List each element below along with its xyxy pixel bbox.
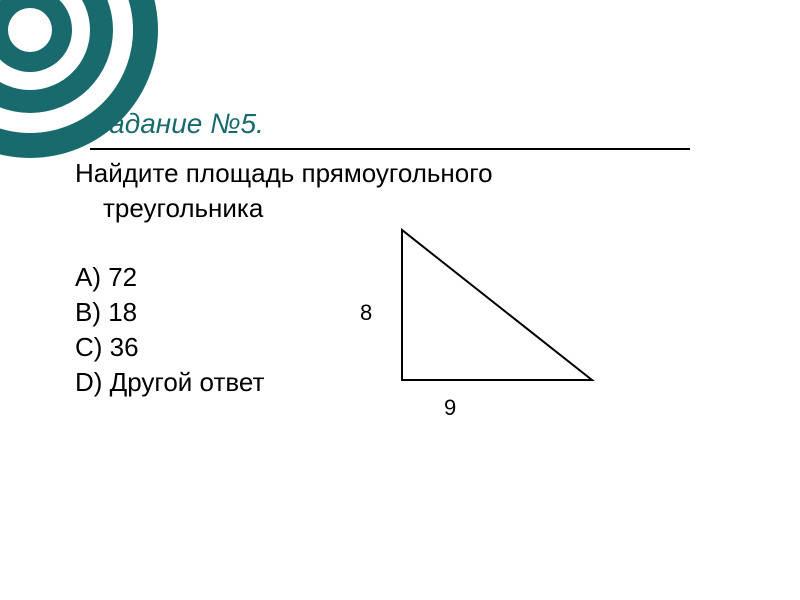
option-c: C) 36 bbox=[75, 332, 139, 362]
option-a: A) 72 bbox=[75, 262, 137, 292]
question-line1: Найдите площадь прямоугольного bbox=[75, 158, 493, 188]
slide-task-5: Задание №5. Найдите площадь прямоугольно… bbox=[0, 0, 800, 600]
option-d: D) Другой ответ bbox=[75, 367, 264, 397]
option-b: B) 18 bbox=[75, 297, 137, 327]
triangle-figure bbox=[392, 220, 652, 420]
triangle-side-horizontal-label: 9 bbox=[444, 395, 456, 421]
triangle-side-vertical-label: 8 bbox=[360, 300, 372, 326]
triangle-svg bbox=[392, 220, 602, 390]
title-underline bbox=[90, 148, 690, 150]
slide-title: Задание №5. bbox=[92, 108, 264, 140]
triangle-shape bbox=[402, 230, 592, 380]
